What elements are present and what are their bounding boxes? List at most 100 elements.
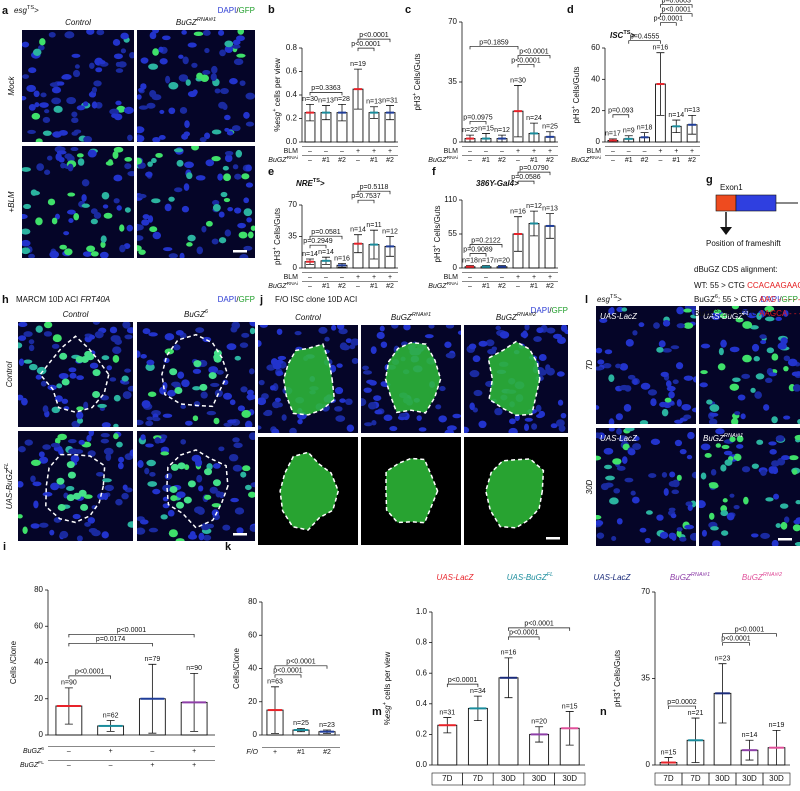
panel-letter: i	[3, 541, 6, 553]
legend-entry: UAS-BuGZFL	[507, 572, 554, 582]
nucleus	[137, 224, 144, 231]
nucleus	[122, 322, 131, 329]
nucleus	[281, 414, 287, 421]
nucleus	[224, 127, 230, 132]
nucleus	[210, 382, 220, 387]
nucleus	[129, 449, 133, 457]
image-label: UAS-LacZ	[600, 312, 638, 321]
nucleus	[109, 108, 119, 115]
nucleus	[788, 455, 799, 461]
nucleus	[383, 414, 393, 421]
nucleus	[30, 189, 38, 196]
nucleus	[709, 483, 719, 489]
nucleus	[40, 380, 47, 387]
p-value: p=0.4555	[630, 34, 659, 41]
text-part: cells per view	[383, 652, 392, 702]
nucleus	[683, 375, 694, 381]
nucleus	[18, 322, 28, 328]
nucleus	[237, 405, 246, 412]
nucleus	[91, 86, 98, 94]
nucleus	[56, 150, 67, 155]
bar-accent	[482, 137, 490, 140]
nucleus	[160, 451, 170, 456]
row-label: BuGZRNAi	[571, 155, 601, 164]
significance-bracket	[628, 40, 661, 44]
nucleus	[28, 67, 37, 74]
row-cell: –	[500, 148, 504, 155]
nucleus	[93, 80, 102, 87]
nucleus	[200, 391, 208, 399]
row-cell: #2	[498, 157, 506, 164]
clone-outline	[45, 453, 106, 524]
row-cell: –	[643, 148, 647, 155]
p-value: p<0.0001	[359, 32, 388, 39]
nucleus	[222, 165, 229, 171]
n-label: n=17	[605, 131, 621, 138]
nucleus	[616, 518, 623, 525]
nucleus	[101, 191, 110, 200]
bar-accent	[98, 724, 123, 727]
nucleus	[639, 420, 649, 424]
nucleus	[749, 325, 759, 330]
clone-outline	[161, 333, 229, 408]
nucleus	[379, 325, 385, 332]
nucleus	[720, 339, 727, 348]
n-label: n=30	[302, 96, 318, 103]
nucleus	[676, 323, 686, 329]
nucleus	[245, 92, 255, 100]
row-label: BLM	[284, 274, 299, 281]
nucleus	[202, 30, 211, 36]
bar-accent	[469, 707, 487, 710]
nucleus	[632, 330, 638, 336]
nucleus	[222, 524, 231, 531]
nucleus	[538, 353, 547, 362]
nucleus	[236, 53, 246, 58]
nucleus	[28, 344, 35, 352]
nucleus	[66, 96, 77, 105]
micrograph-content	[18, 431, 133, 541]
text-part: BuGZ	[428, 157, 447, 164]
nucleus	[374, 409, 383, 415]
nucleus	[469, 402, 475, 411]
nucleus	[240, 471, 247, 478]
row-cell: –	[356, 157, 360, 164]
y-tick-label: 0.2	[416, 730, 428, 739]
nucleus	[101, 422, 111, 427]
nucleus	[43, 331, 53, 337]
nucleus	[675, 362, 684, 370]
nucleus	[140, 354, 147, 359]
legend-entry: BuGZRNAi#1	[670, 572, 710, 582]
nucleus	[147, 481, 158, 487]
significance-bracket	[68, 642, 153, 647]
text-part: RNAi#1	[691, 572, 710, 578]
nucleus	[709, 412, 719, 417]
nucleus	[219, 49, 226, 57]
significance-bracket	[660, 22, 677, 26]
nucleus	[116, 441, 123, 448]
nucleus	[699, 500, 706, 509]
nucleus	[722, 498, 728, 503]
nucleus	[670, 513, 677, 519]
p-value: p=0.0002	[667, 699, 696, 706]
row-cell: #1	[482, 157, 490, 164]
y-tick-label: 60	[248, 630, 257, 639]
significance-bracket	[68, 633, 195, 638]
nucleus	[51, 343, 60, 349]
text-part: /	[549, 306, 552, 315]
nucleus	[145, 420, 154, 427]
text-part: Cells/Guts	[433, 205, 442, 244]
nucleus	[76, 411, 84, 420]
text-part: BuGZ	[20, 762, 39, 769]
text-part: GFP	[552, 306, 568, 315]
nucleus	[58, 448, 64, 456]
nucleus	[119, 224, 125, 232]
nucleus	[89, 362, 99, 369]
micrograph	[464, 325, 568, 433]
bar-accent	[322, 111, 330, 114]
micrograph	[596, 428, 696, 546]
nucleus	[147, 391, 157, 397]
y-tick-label: 55	[448, 229, 457, 238]
nucleus	[234, 355, 242, 361]
nucleus	[109, 326, 118, 334]
nucleus	[103, 447, 114, 455]
